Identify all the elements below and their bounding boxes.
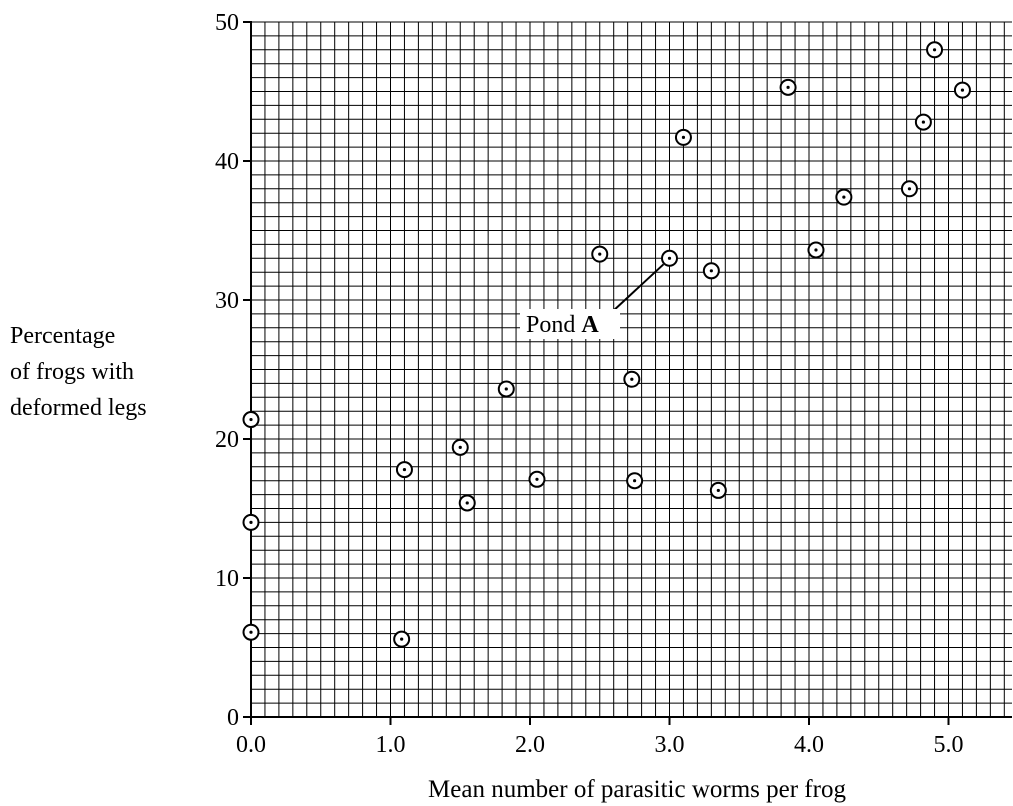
data-point-dot xyxy=(400,637,404,641)
data-point xyxy=(393,630,411,648)
data-point-dot xyxy=(598,252,602,256)
data-point-dot xyxy=(814,248,818,252)
data-point-dot xyxy=(249,520,253,525)
data-point xyxy=(395,461,413,479)
data-point-dot xyxy=(249,417,253,422)
data-point-dot xyxy=(716,488,720,493)
data-point xyxy=(661,249,678,267)
data-point-dot xyxy=(921,120,925,124)
data-point xyxy=(953,81,971,99)
y-tick-label: 10 xyxy=(215,566,239,592)
data-point xyxy=(497,380,515,398)
data-point xyxy=(528,470,546,488)
y-tick-label: 20 xyxy=(215,427,239,453)
annotation-label-bold: A xyxy=(581,312,599,338)
data-point-dot xyxy=(932,48,937,52)
data-point xyxy=(709,481,727,499)
y-axis-label: Percentage of frogs with deformed legs xyxy=(10,318,147,426)
data-point-dot xyxy=(667,256,672,260)
data-point-dot xyxy=(960,88,965,92)
data-point xyxy=(807,241,825,259)
annotation-leader-line xyxy=(611,263,665,313)
data-point-dot xyxy=(630,377,634,381)
data-points xyxy=(242,41,971,648)
data-point xyxy=(914,113,932,131)
data-point-dot xyxy=(535,477,539,481)
y-tick-label: 30 xyxy=(215,288,239,314)
x-axis-label: Mean number of parasitic worms per frog xyxy=(428,776,846,803)
axes xyxy=(243,21,1012,725)
data-point-dot xyxy=(709,269,713,273)
data-point xyxy=(900,180,918,198)
grid xyxy=(250,21,1012,718)
data-point-dot xyxy=(504,387,508,391)
y-axis-label-line-2: of frogs with xyxy=(10,359,134,385)
x-tick-label: 5.0 xyxy=(934,732,964,758)
data-point xyxy=(835,188,853,206)
data-point xyxy=(591,245,609,263)
data-point-dot xyxy=(633,479,637,483)
data-point xyxy=(242,623,260,641)
data-point xyxy=(702,262,720,280)
x-tick-label: 3.0 xyxy=(655,732,685,758)
annotation-label: Pond A xyxy=(526,312,599,338)
x-tick-label: 0.0 xyxy=(236,732,266,758)
x-tick-label: 2.0 xyxy=(515,732,545,758)
x-tick-label: 1.0 xyxy=(376,732,406,758)
data-point xyxy=(779,78,797,96)
y-tick-label: 40 xyxy=(215,149,239,175)
annotation-label-text: Pond xyxy=(526,312,575,338)
y-tick-label: 50 xyxy=(215,10,239,36)
y-tick-labels: 0 10 20 30 40 50 xyxy=(215,10,239,731)
pond-annotation: Pond A xyxy=(520,263,665,339)
x-tick-labels: 0.0 1.0 2.0 3.0 4.0 5.0 xyxy=(236,732,964,758)
data-point xyxy=(674,128,692,146)
data-point xyxy=(623,370,641,388)
data-point-dot xyxy=(465,501,469,505)
data-point xyxy=(242,513,260,531)
y-tick-label: 0 xyxy=(227,705,239,731)
x-tick-label: 4.0 xyxy=(794,732,824,758)
data-point-dot xyxy=(458,445,462,449)
data-point xyxy=(242,411,260,429)
y-axis-label-line-1: Percentage xyxy=(10,323,116,349)
data-point xyxy=(626,472,644,490)
data-point-dot xyxy=(681,135,686,139)
annotation-background xyxy=(520,309,620,339)
data-point-dot xyxy=(786,85,790,89)
data-point xyxy=(451,438,469,456)
data-point-dot xyxy=(842,195,846,199)
data-point-dot xyxy=(249,630,253,634)
data-point xyxy=(926,41,944,59)
data-point-dot xyxy=(907,187,912,191)
data-point-dot xyxy=(402,467,407,472)
y-axis-label-line-3: deformed legs xyxy=(10,395,147,421)
data-point xyxy=(458,494,476,512)
